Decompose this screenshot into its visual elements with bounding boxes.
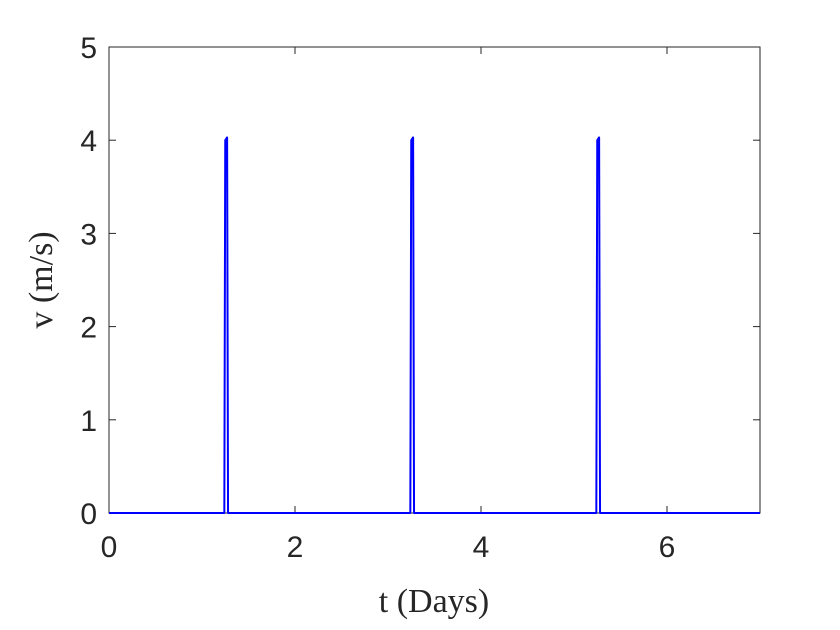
x-tick-label: 2 bbox=[287, 531, 304, 564]
data-line bbox=[109, 136, 760, 514]
x-tick-label: 4 bbox=[473, 531, 490, 564]
y-tick-label: 3 bbox=[80, 218, 97, 251]
y-tick-label: 1 bbox=[80, 405, 97, 438]
y-tick-label: 5 bbox=[80, 32, 97, 65]
x-tick-label: 6 bbox=[659, 531, 676, 564]
y-tick-label: 4 bbox=[80, 125, 97, 158]
x-axis-label: t (Days) bbox=[379, 583, 489, 620]
x-tick-label: 0 bbox=[101, 531, 118, 564]
plot-area bbox=[108, 46, 761, 514]
y-axis-label: v (m/s) bbox=[23, 231, 60, 328]
y-tick-label: 0 bbox=[80, 498, 97, 531]
y-tick-label: 2 bbox=[80, 312, 97, 345]
